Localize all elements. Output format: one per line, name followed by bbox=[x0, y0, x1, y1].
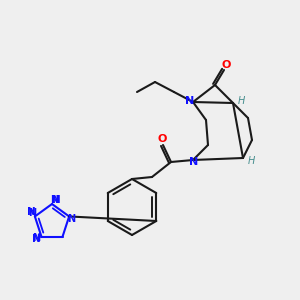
Text: N: N bbox=[189, 157, 199, 167]
Text: O: O bbox=[157, 134, 167, 144]
Text: N: N bbox=[32, 234, 41, 244]
Text: O: O bbox=[221, 60, 231, 70]
Text: N: N bbox=[52, 195, 60, 205]
Text: H: H bbox=[247, 156, 255, 166]
Text: N: N bbox=[26, 207, 35, 218]
Text: N: N bbox=[50, 195, 58, 205]
Text: N: N bbox=[32, 232, 40, 243]
Text: N: N bbox=[185, 96, 195, 106]
Text: H: H bbox=[237, 96, 245, 106]
Text: N: N bbox=[67, 214, 75, 224]
Text: N: N bbox=[28, 208, 36, 218]
